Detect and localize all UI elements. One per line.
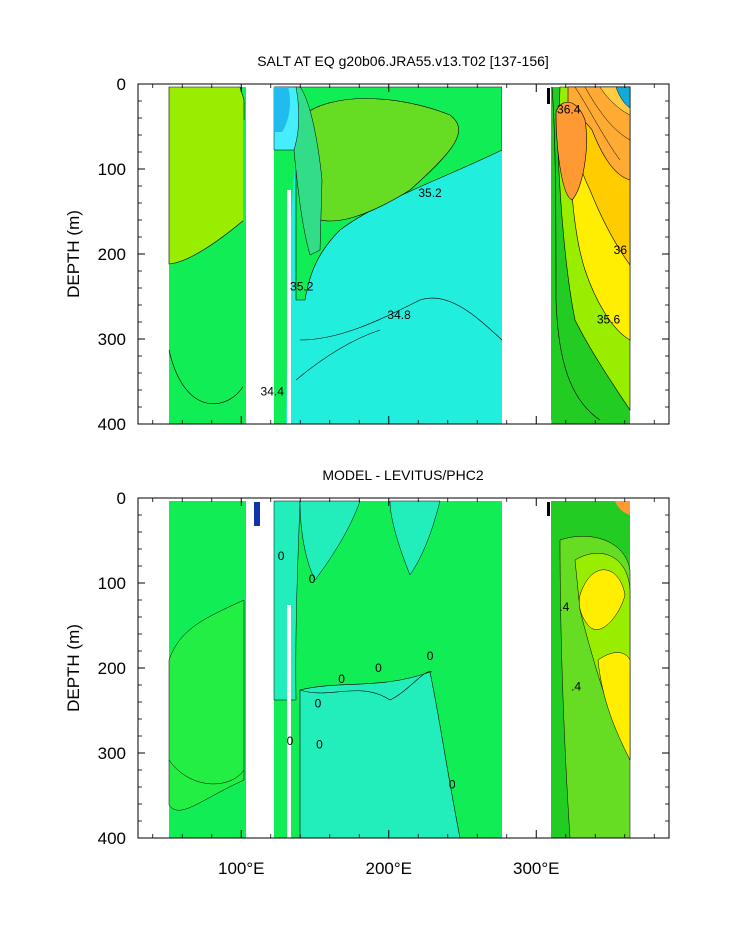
panel-bottom-ylabel: DEPTH (m) (64, 624, 83, 712)
field-region (299, 671, 461, 838)
field-region (389, 500, 441, 576)
field-region (597, 652, 631, 761)
field-region (615, 86, 631, 109)
contour-label: 0 (309, 572, 316, 586)
contour-label: .4 (571, 680, 581, 694)
panel-top-ylabel: DEPTH (m) (64, 210, 83, 298)
x-tick-label: 200°E (365, 859, 412, 878)
y-tick-label: 100 (98, 160, 126, 179)
contour-label: 0 (449, 777, 456, 791)
contour-label: 0 (338, 672, 345, 686)
field-region (254, 502, 260, 526)
field-region (547, 88, 550, 104)
y-tick-label: 100 (98, 574, 126, 593)
field-region (615, 501, 630, 515)
field-region (299, 500, 361, 581)
land-gap (287, 605, 291, 838)
field-region (274, 86, 323, 256)
y-tick-label: 300 (98, 330, 126, 349)
panel-top-title: SALT AT EQ g20b06.JRA55.v13.T02 [137-156… (257, 53, 549, 69)
field-region (243, 120, 246, 424)
land-gap (287, 190, 291, 424)
field-region (168, 599, 245, 811)
y-tick-label: 200 (98, 659, 126, 678)
panel-top-contour-labels: 35.2 35.2 34.8 34.4 36.4 36 35.6 (261, 103, 628, 399)
contour-label: 36.4 (557, 103, 581, 117)
contour-line (299, 297, 503, 341)
field-region (547, 502, 550, 516)
panel-bottom-title: MODEL - LEVITUS/PHC2 (322, 467, 484, 483)
panel-bottom-fields (168, 500, 631, 838)
panel-top: SALT AT EQ g20b06.JRA55.v13.T02 [137-156… (64, 53, 670, 434)
y-tick-label: 300 (98, 744, 126, 763)
field-region (273, 500, 301, 701)
contour-line (295, 329, 381, 381)
field-region (274, 87, 290, 132)
contour-label: 35.2 (290, 279, 314, 293)
land-gap (502, 501, 551, 838)
panel-bottom-contour-labels: 0 0 0 0 0 0 0 0 0 .4 .4 (278, 549, 582, 792)
field-region (579, 569, 626, 630)
panel-top-fields (168, 86, 631, 424)
contour-line (574, 86, 621, 161)
contour-label: 0 (315, 697, 322, 711)
panel-bottom: MODEL - LEVITUS/PHC2 (64, 467, 670, 878)
contour-label: 36 (614, 243, 628, 257)
y-tick-label: 200 (98, 245, 126, 264)
field-region (274, 87, 296, 424)
contour-line (168, 349, 245, 404)
contour-label: 0 (375, 661, 382, 675)
y-tick-label: 0 (117, 489, 126, 508)
panel-bottom-axes: 0 100 200 300 400 100°E 200°E 300°E (98, 489, 669, 878)
y-tick-label: 400 (98, 829, 126, 848)
land-gap (502, 87, 551, 424)
contour-label: 0 (278, 549, 285, 563)
contour-label: 0 (427, 649, 434, 663)
contour-line (551, 86, 601, 421)
panel-top-axes: 0 100 200 300 400 (98, 75, 669, 434)
contour-label: 35.6 (597, 312, 621, 326)
contour-label: .4 (559, 600, 569, 614)
x-tick-label: 100°E (218, 859, 265, 878)
field-region (551, 420, 552, 424)
contour-line (168, 759, 245, 785)
contour-line (584, 86, 631, 141)
land-gap (246, 87, 273, 424)
y-tick-label: 0 (117, 75, 126, 94)
contour-label: 0 (316, 738, 323, 752)
contour-label: 34.4 (261, 385, 285, 399)
contour-label: 35.2 (418, 186, 442, 200)
field-region (555, 101, 587, 201)
y-tick-label: 400 (98, 415, 126, 434)
contour-label: 34.8 (387, 308, 411, 322)
contour-label: 0 (287, 734, 294, 748)
contour-line (299, 671, 433, 701)
x-tick-label: 300°E (513, 859, 560, 878)
land-gap (246, 501, 273, 838)
